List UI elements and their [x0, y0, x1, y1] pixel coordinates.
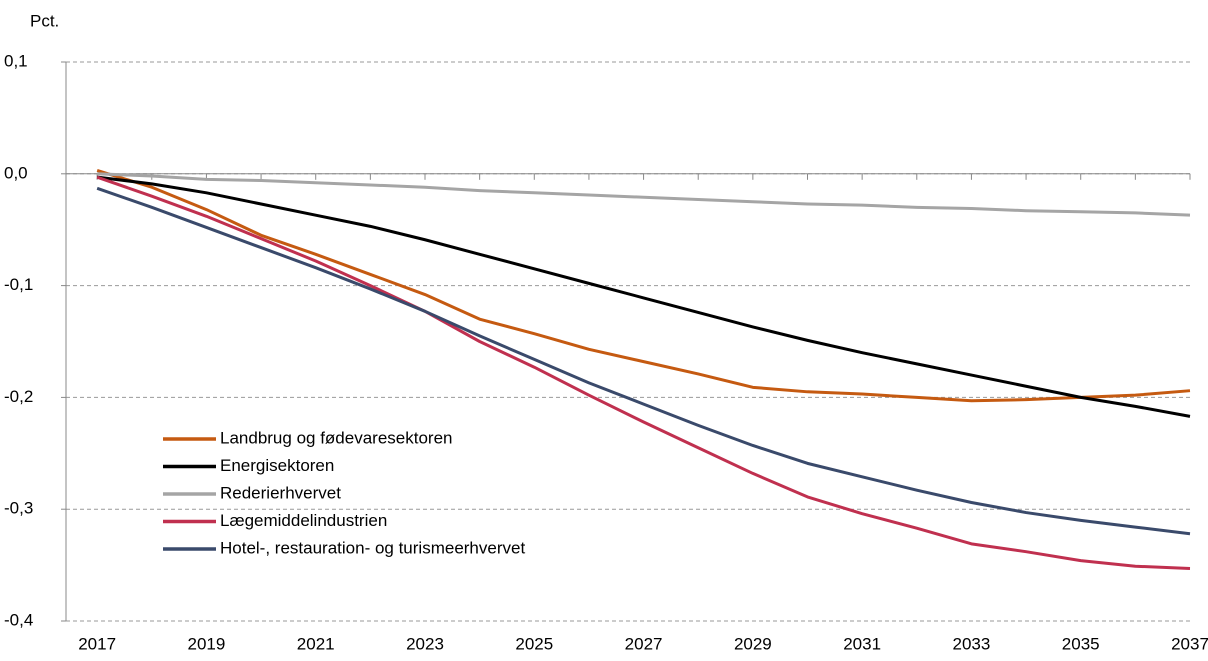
y-axis-label: Pct. [30, 11, 59, 30]
x-tick-label: 2027 [625, 634, 663, 653]
legend-label: Rederierhvervet [220, 483, 341, 502]
y-tick-label: 0,1 [4, 51, 28, 70]
x-tick-label: 2025 [515, 634, 553, 653]
x-tick-label: 2021 [297, 634, 335, 653]
x-tick-label: 2019 [188, 634, 226, 653]
series-line [96, 175, 1191, 570]
series-line [96, 186, 1191, 536]
y-tick-label: -0,2 [4, 387, 33, 406]
series-line [97, 172, 1191, 217]
legend-label: Lægemiddelindustrien [220, 511, 387, 530]
x-tick-label: 2037 [1171, 634, 1208, 653]
y-tick-label: 0,0 [4, 163, 28, 182]
y-tick-label: -0,4 [4, 610, 33, 629]
legend-label: Hotel-, restauration- og turismeerhverve… [220, 538, 525, 557]
series-line [96, 169, 1191, 403]
y-tick-label: -0,3 [4, 499, 33, 518]
x-tick-label: 2023 [406, 634, 444, 653]
x-tick-label: 2031 [843, 634, 881, 653]
legend-label: Energisektoren [220, 456, 334, 475]
legend-label: Landbrug og fødevaresektoren [220, 428, 453, 447]
x-tick-label: 2035 [1062, 634, 1100, 653]
x-tick-label: 2029 [734, 634, 772, 653]
series-line [96, 175, 1191, 418]
y-tick-label: -0,1 [4, 275, 33, 294]
x-tick-label: 2017 [78, 634, 116, 653]
x-tick-label: 2033 [953, 634, 991, 653]
